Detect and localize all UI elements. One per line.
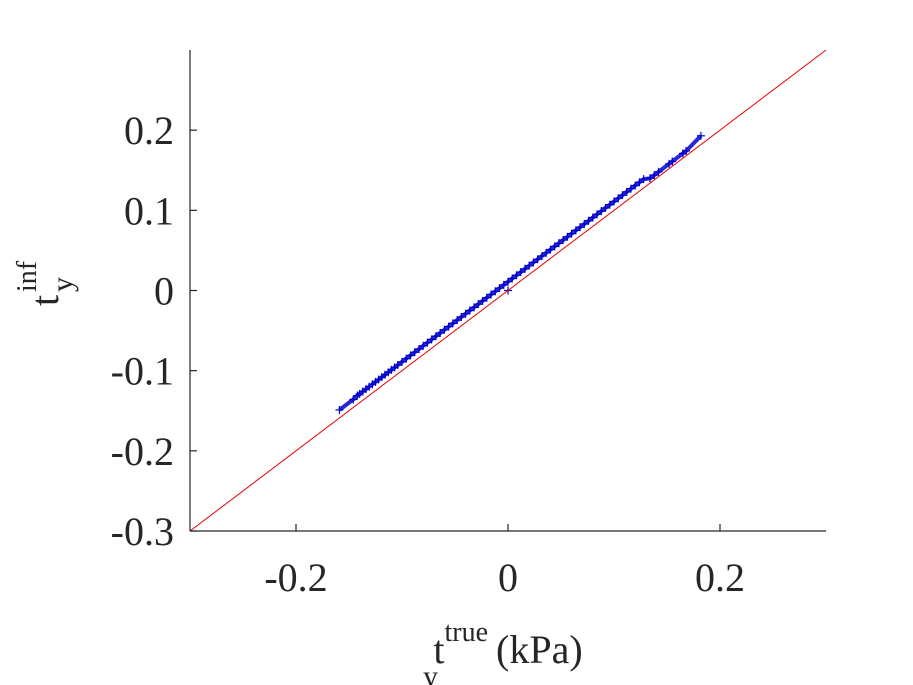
- y-tick-label: 0.2: [124, 108, 174, 153]
- x-tick-label: 0: [498, 555, 518, 600]
- reference-line-layer: [189, 49, 827, 532]
- y-axis-label-superscript: inf: [12, 260, 43, 292]
- x-axis-label: ttrue (kPa): [433, 617, 582, 672]
- tick-labels: -0.2 0 0.2 -0.3 -0.2 -0.1 0 0.1 0.2: [111, 108, 745, 600]
- x-axis-label-base: t: [433, 627, 444, 672]
- y-axis-label: t inf y: [12, 260, 79, 306]
- y-tick-label: -0.3: [111, 509, 174, 554]
- x-axis-label-unit: (kPa): [496, 627, 583, 672]
- x-tick-label: -0.2: [264, 555, 327, 600]
- x-tick-label: 0.2: [695, 555, 745, 600]
- y-axis-label-base: t: [22, 295, 67, 306]
- y-tick-label: 0: [154, 269, 174, 314]
- y-tick-label: -0.2: [111, 429, 174, 474]
- x-axis-label-subscript: y: [423, 660, 438, 685]
- y-tick-label: 0.1: [124, 188, 174, 233]
- reference-line: [189, 49, 827, 532]
- axes: [189, 50, 826, 532]
- x-axis-label-superscript: true: [444, 617, 488, 648]
- data-point-band: [338, 134, 703, 412]
- y-tick-label: -0.1: [111, 349, 174, 394]
- data-points: [335, 131, 705, 414]
- y-axis-label-subscript: y: [46, 277, 79, 292]
